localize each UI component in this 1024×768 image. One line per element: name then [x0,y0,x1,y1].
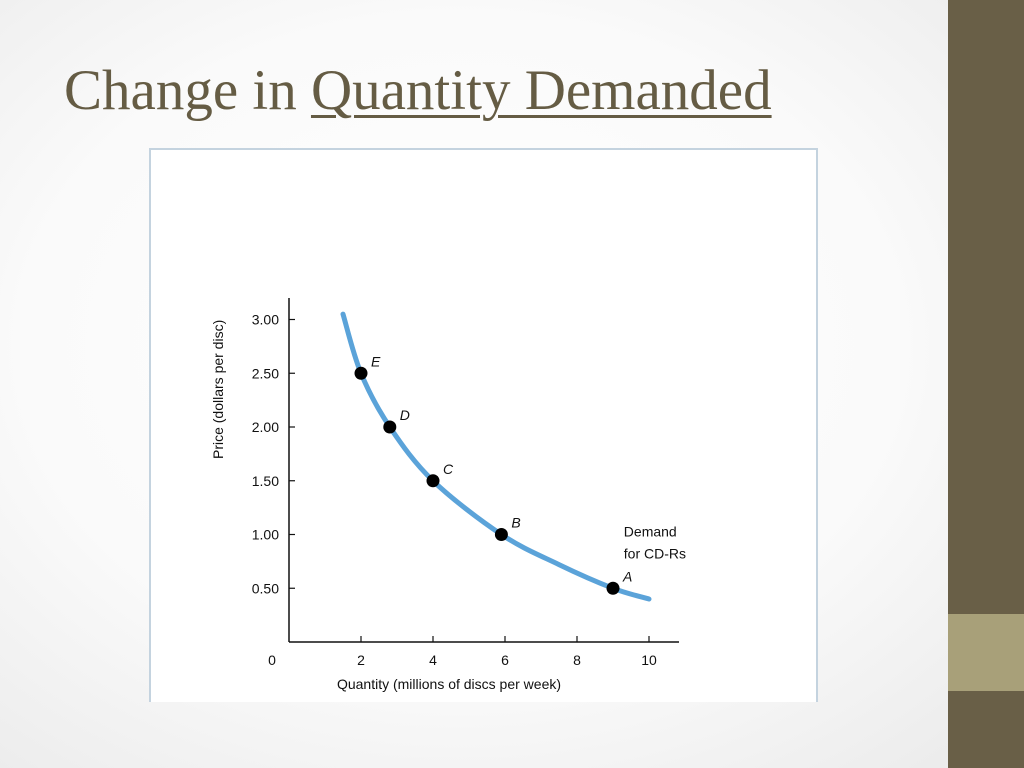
demand-curve [340,311,652,602]
x-tick-label: 2 [357,652,365,668]
point-label-e: E [371,353,381,369]
chart-axes [288,298,679,643]
y-tick-label: 1.00 [252,527,279,543]
demand-chart: 0 2 4 6 8 10 0.50 1.00 1.50 2.00 2.50 3.00 A B C D E Qu… [149,148,818,702]
side-accent-block [948,614,1024,691]
y-axis-label: Price (dollars per disc) [210,320,226,459]
x-tick-label: 8 [573,652,581,668]
series-label: Demand for CD-Rs [624,524,686,562]
point-d [383,420,397,434]
x-tick-label: 4 [429,652,437,668]
y-tick-label: 3.00 [252,312,279,328]
slide-title-link[interactable]: Quantity Demanded [310,59,772,122]
series-label-line: for CD-Rs [624,546,686,562]
point-label-b: B [511,515,520,531]
demand-curve-group [340,311,652,602]
x-tick-label: 0 [268,652,276,668]
y-tick-label: 1.50 [252,473,279,489]
slide-title-prefix: Change in [64,59,311,122]
x-axis-label: Quantity (millions of discs per week) [337,676,561,692]
y-tick-label: 0.50 [252,580,279,596]
x-tick-label: 10 [641,652,657,668]
point-label-a: A [622,568,632,584]
slide-title: Change in Quantity Demanded [64,62,772,119]
point-c [426,474,440,488]
point-b [494,528,508,541]
demand-chart-svg: 0 2 4 6 8 10 0.50 1.00 1.50 2.00 2.50 3.00 A B C D E Qu… [210,298,686,692]
series-label-line: Demand [624,524,677,540]
point-label-d: D [400,407,410,423]
x-tick-label: 6 [501,652,509,668]
y-tick-label: 2.50 [252,365,279,381]
y-tick-label: 2.00 [252,419,279,435]
point-e [354,366,368,380]
point-label-c: C [443,461,454,477]
point-a [606,581,620,595]
chart-ticks: 0 2 4 6 8 10 0.50 1.00 1.50 2.00 2.50 3.00 [252,312,657,669]
demand-points: A B C D E [354,353,632,595]
